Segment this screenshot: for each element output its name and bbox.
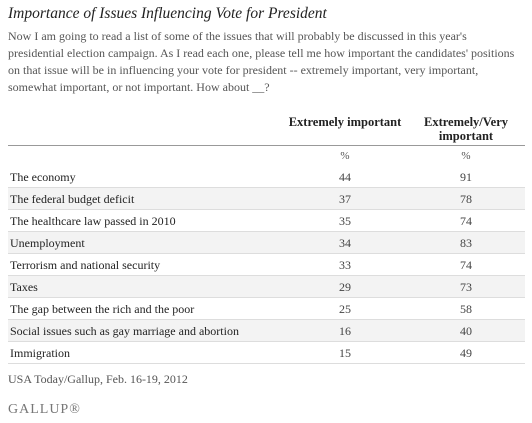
unit-label: % (461, 150, 471, 162)
cell-value: 16 (339, 324, 351, 338)
cell-value: 91 (460, 170, 472, 184)
row-label: The healthcare law passed in 2010 (10, 214, 176, 228)
row-label: Immigration (10, 346, 70, 360)
cell-value: 15 (339, 346, 351, 360)
unit-label: % (340, 150, 350, 162)
cell-value: 34 (339, 236, 351, 250)
source: USA Today/Gallup, Feb. 16-19, 2012 (8, 372, 188, 386)
cell-value: 37 (339, 192, 351, 206)
cell-value: 74 (460, 258, 472, 272)
cell-value: 83 (460, 236, 472, 250)
cell-value: 25 (339, 302, 351, 316)
table-row: Terrorism and national security 33 74 (8, 254, 525, 276)
cell-value: 73 (460, 280, 472, 294)
question: Now I am going to read a list of some of… (8, 29, 515, 94)
header-rule (8, 145, 525, 146)
row-label: The gap between the rich and the poor (10, 302, 195, 316)
table-row: Social issues such as gay marriage and a… (8, 320, 525, 342)
table-row: The healthcare law passed in 2010 35 74 (8, 210, 525, 232)
table-row: The gap between the rich and the poor 25 5… (8, 298, 525, 320)
cell-value: 78 (460, 192, 472, 206)
cell-value: 74 (460, 214, 472, 228)
cell-value: 40 (460, 324, 472, 338)
title: Importance of Issues Influencing Vote fo… (8, 5, 327, 22)
table-row: The federal budget deficit 37 78 (8, 188, 525, 210)
column-header: Extremely important (288, 115, 402, 129)
table-row: The economy 44 91 (8, 166, 525, 188)
logo: GALLUP® (8, 402, 81, 417)
row-label: Taxes (10, 280, 38, 294)
column-header: Extremely/Very important (423, 115, 508, 143)
cell-value: 35 (339, 214, 351, 228)
cell-value: 44 (339, 170, 351, 184)
cell-value: 33 (339, 258, 351, 272)
row-label: The economy (10, 170, 76, 184)
cell-value: 58 (460, 302, 472, 316)
table-row: Taxes 29 73 (8, 276, 525, 298)
row-label: Social issues such as gay marriage and a… (10, 324, 239, 338)
table-row: Immigration 15 49 (8, 342, 525, 364)
row-label: The federal budget deficit (10, 192, 135, 206)
table-row: Unemployment 34 83 (8, 232, 525, 254)
cell-value: 49 (460, 346, 472, 360)
row-label: Terrorism and national security (10, 258, 161, 272)
cell-value: 29 (339, 280, 351, 294)
row-label: Unemployment (10, 236, 85, 250)
